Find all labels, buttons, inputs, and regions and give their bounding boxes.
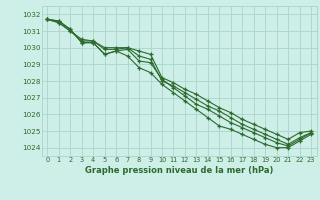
X-axis label: Graphe pression niveau de la mer (hPa): Graphe pression niveau de la mer (hPa) (85, 166, 273, 175)
